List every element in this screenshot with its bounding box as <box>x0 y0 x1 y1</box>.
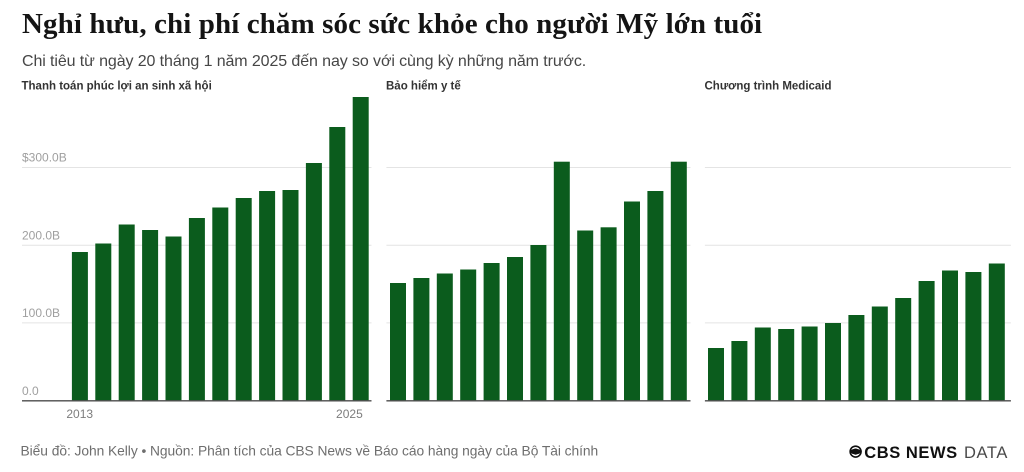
svg-text:$300.0B: $300.0B <box>22 151 67 165</box>
svg-text:0.0: 0.0 <box>22 384 39 398</box>
svg-text:Chương trình Medicaid: Chương trình Medicaid <box>705 81 832 93</box>
svg-text:200.0B: 200.0B <box>22 228 60 242</box>
svg-text:Chi tiêu từ ngày 20 tháng 1 nă: Chi tiêu từ ngày 20 tháng 1 năm 2025 đến… <box>22 53 586 70</box>
svg-text:Nghỉ hưu, chi phí chăm sóc sức: Nghỉ hưu, chi phí chăm sóc sức khỏe cho … <box>22 8 762 40</box>
svg-text:100.0B: 100.0B <box>22 306 60 320</box>
svg-text:2025: 2025 <box>336 407 363 421</box>
svg-text:2013: 2013 <box>66 407 93 421</box>
svg-text:CBS NEWS: CBS NEWS <box>864 444 957 462</box>
svg-text:Bảo hiểm y tế: Bảo hiểm y tế <box>386 81 461 93</box>
svg-text:Biểu đồ: John Kelly • Nguồn: P: Biểu đồ: John Kelly • Nguồn: Phân tích c… <box>21 444 599 459</box>
svg-text:Thanh toán phúc lợi an sinh xã: Thanh toán phúc lợi an sinh xã hội <box>22 81 212 93</box>
svg-text:DATA: DATA <box>964 444 1008 462</box>
